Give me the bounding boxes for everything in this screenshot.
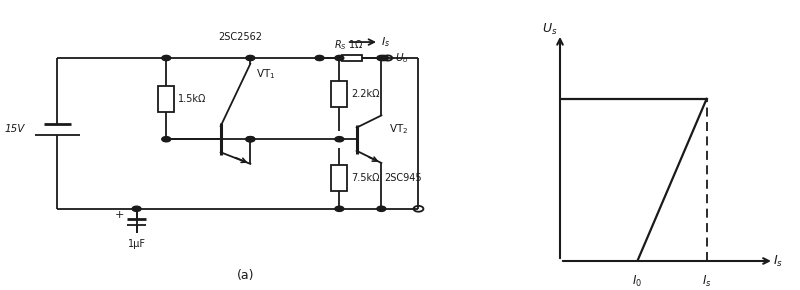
Text: $I_s$: $I_s$ <box>773 253 783 269</box>
Circle shape <box>246 137 254 142</box>
Text: $I_s$: $I_s$ <box>702 274 711 289</box>
Circle shape <box>162 137 170 142</box>
Text: 1μF: 1μF <box>127 239 146 249</box>
Circle shape <box>315 55 324 61</box>
Text: 15V: 15V <box>5 124 26 134</box>
Text: $R_S$ 1Ω: $R_S$ 1Ω <box>334 39 364 52</box>
Circle shape <box>335 55 344 61</box>
Circle shape <box>162 55 170 61</box>
Text: $U_s$: $U_s$ <box>542 22 558 37</box>
Text: VT$_1$: VT$_1$ <box>256 67 276 81</box>
Text: $I_s$: $I_s$ <box>382 35 390 49</box>
Circle shape <box>379 55 388 61</box>
Circle shape <box>132 206 141 211</box>
Text: 2SC945: 2SC945 <box>384 173 422 183</box>
Text: $I_0$: $I_0$ <box>632 274 642 289</box>
Circle shape <box>246 55 254 61</box>
Text: +: + <box>115 210 125 220</box>
Text: VT$_2$: VT$_2$ <box>389 122 408 136</box>
Circle shape <box>335 206 344 211</box>
Text: (a): (a) <box>237 269 254 282</box>
Text: 1.5kΩ: 1.5kΩ <box>178 94 206 104</box>
Text: 2SC2562: 2SC2562 <box>218 32 262 42</box>
Circle shape <box>377 206 386 211</box>
Circle shape <box>377 55 386 61</box>
Bar <box>331 81 347 107</box>
Bar <box>342 55 362 61</box>
Circle shape <box>246 137 254 142</box>
Bar <box>158 86 174 112</box>
Bar <box>331 165 347 191</box>
Circle shape <box>335 137 344 142</box>
Text: 7.5kΩ: 7.5kΩ <box>351 173 380 183</box>
Text: 2.2kΩ: 2.2kΩ <box>351 89 380 99</box>
Text: $U_o$: $U_o$ <box>394 51 409 65</box>
